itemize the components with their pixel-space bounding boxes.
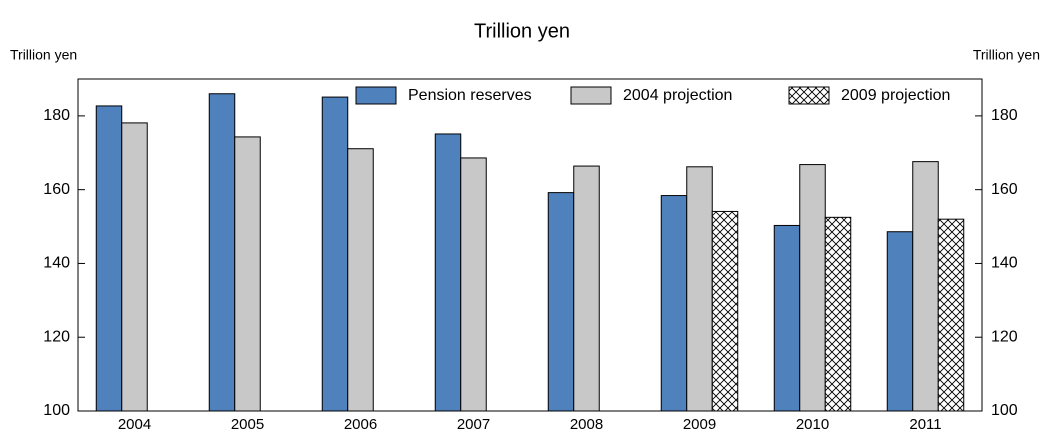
y-tick-label: 100 xyxy=(43,402,70,419)
bar xyxy=(460,157,487,412)
bar xyxy=(686,166,713,412)
chart-title: Trillion yen xyxy=(474,20,570,42)
bar xyxy=(824,216,852,412)
y-tick-label: 160 xyxy=(43,181,70,198)
y2-tick-label: 140 xyxy=(991,255,1018,272)
y2-tick-label: 100 xyxy=(991,402,1018,419)
bar xyxy=(711,210,739,412)
y2-axis-label: Trillion yen xyxy=(973,47,1040,63)
legend-label: 2004 projection xyxy=(623,87,732,104)
y-tick-label: 120 xyxy=(43,328,70,345)
y-tick-label: 180 xyxy=(43,107,70,124)
bar xyxy=(773,224,801,412)
bar xyxy=(937,218,965,412)
bar xyxy=(208,93,236,412)
x-tick-label: 2006 xyxy=(344,416,377,433)
y-axis-label: Trillion yen xyxy=(10,47,77,63)
bar xyxy=(434,133,462,412)
y-tick-label: 140 xyxy=(43,255,70,272)
bar xyxy=(660,195,688,412)
bar xyxy=(347,148,374,412)
legend-swatch xyxy=(355,86,397,105)
legend-swatch xyxy=(788,86,830,105)
bar xyxy=(573,165,600,412)
y2-tick-label: 180 xyxy=(991,107,1018,124)
bar xyxy=(95,105,123,412)
plot-frame xyxy=(77,78,983,412)
legend-swatch xyxy=(570,86,612,105)
x-tick-label: 2011 xyxy=(909,416,941,433)
x-tick-label: 2007 xyxy=(457,416,490,433)
x-tick-label: 2009 xyxy=(683,416,716,433)
bar xyxy=(121,122,148,412)
legend-label: 2009 projection xyxy=(841,87,950,104)
bar xyxy=(321,96,349,412)
bar xyxy=(547,192,575,412)
bar xyxy=(799,164,826,412)
y2-tick-label: 120 xyxy=(991,328,1018,345)
x-tick-label: 2010 xyxy=(796,416,829,433)
x-tick-label: 2008 xyxy=(570,416,603,433)
bar xyxy=(886,231,914,412)
x-tick-label: 2005 xyxy=(231,416,264,433)
y2-tick-label: 160 xyxy=(991,181,1018,198)
bar xyxy=(234,136,261,412)
bar xyxy=(912,161,939,412)
legend-label: Pension reserves xyxy=(408,87,532,104)
x-tick-label: 2004 xyxy=(118,416,151,433)
